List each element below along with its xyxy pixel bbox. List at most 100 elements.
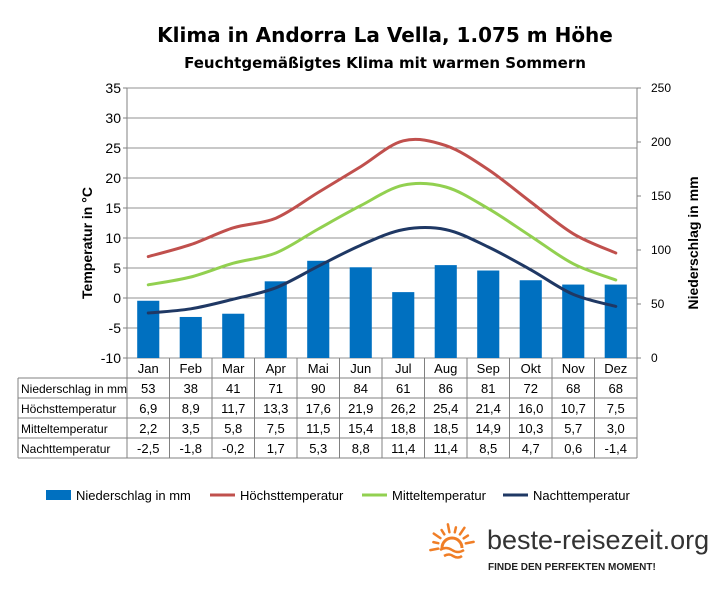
table-cell: 8,9 (182, 401, 200, 416)
table-cell: 26,2 (391, 401, 416, 416)
y-tick-label: 5 (113, 260, 121, 276)
x-tick-label: Jul (395, 361, 412, 376)
table-cell: 41 (226, 381, 240, 396)
axes: 35302520151050-5-10250200150100500Temper… (79, 80, 701, 366)
table-cell: 68 (566, 381, 580, 396)
table-cell: 3,5 (182, 421, 200, 436)
sun-wave (443, 553, 463, 559)
y-axis-label: Temperatur in °C (79, 187, 95, 299)
sun-ray (458, 526, 466, 536)
table-cell: 8,5 (479, 441, 497, 456)
legend-entry: Höchsttemperatur (240, 488, 344, 503)
precipitation-bar (264, 281, 287, 358)
y2-tick-label: 50 (651, 297, 665, 311)
table-cell: 11,4 (391, 441, 415, 456)
table-cell: 4,7 (522, 441, 540, 456)
plot-area-frame (126, 87, 638, 359)
table-cell: 1,7 (267, 441, 285, 456)
y2-tick-label: 250 (651, 81, 671, 95)
x-tick-label: Dez (604, 361, 627, 376)
table-cell: 5,7 (564, 421, 582, 436)
sun-ray (440, 528, 446, 536)
precipitation-bars (137, 260, 627, 358)
temperature-lines (146, 137, 618, 315)
y-tick-label: 20 (105, 170, 121, 186)
x-tick-label: Feb (180, 361, 202, 376)
y-tick-label: -10 (101, 350, 121, 366)
table-cell: 71 (269, 381, 283, 396)
x-tick-label: Apr (266, 361, 287, 376)
table-cell: 7,5 (267, 421, 285, 436)
grid (126, 87, 638, 359)
table-cell: 72 (524, 381, 538, 396)
x-tick-label: Jun (350, 361, 371, 376)
table-row-precipitation-label: Niederschlag in mm (21, 382, 127, 396)
y-tick-label: 10 (105, 230, 121, 246)
table-cell: 6,9 (139, 401, 157, 416)
table-cell: 11,4 (434, 441, 458, 456)
table-cell: 14,9 (476, 421, 501, 436)
table-cell: 8,8 (352, 441, 370, 456)
legend-entry: Nachttemperatur (533, 488, 630, 503)
table-cell: -1,4 (605, 441, 627, 456)
brand-name: beste-reisezeit.org (487, 525, 709, 555)
table-cell: 11,5 (306, 421, 330, 436)
y-tick-label: 30 (105, 110, 121, 126)
table-cell: 84 (354, 381, 368, 396)
sun-ray (464, 540, 475, 545)
table-cell: -1,8 (180, 441, 202, 456)
sun-ray (432, 532, 442, 540)
table-cell: 2,2 (139, 421, 157, 436)
table-cell: 53 (141, 381, 155, 396)
x-tick-label: Jan (138, 361, 159, 376)
precipitation-bar (392, 292, 415, 358)
y-tick-label: 25 (105, 140, 121, 156)
table-cell: 25,4 (433, 401, 458, 416)
precipitation-bar (519, 280, 542, 358)
table-cell: 81 (481, 381, 495, 396)
table-row-night-temp-label: Nachttemperatur (21, 442, 110, 456)
table-cell: 68 (609, 381, 623, 396)
table-cell: 21,4 (476, 401, 501, 416)
x-tick-label: Mar (222, 361, 245, 376)
table-cell: 90 (311, 381, 325, 396)
table-cell: 5,3 (309, 441, 327, 456)
sun-ray (432, 540, 440, 545)
y2-tick-label: 100 (651, 243, 671, 257)
data-table: Jan Feb Mar Apr Mai Jun Jul Aug Sep Okt Nov Dez Nied… (17, 358, 638, 459)
table-cell: -0,2 (222, 441, 244, 456)
x-tick-label: Mai (308, 361, 329, 376)
precipitation-bar (434, 265, 457, 358)
table-row-mean-temp-label: Mitteltemperatur (21, 422, 108, 436)
precipitation-bar (179, 316, 202, 358)
table-cell: 61 (396, 381, 410, 396)
precipitation-bar (307, 260, 330, 358)
y-tick-label: 0 (113, 290, 121, 306)
sun-ray (453, 526, 458, 534)
chart-subtitle: Feuchtgemäßigtes Klima mit warmen Sommer… (184, 54, 586, 72)
x-tick-label: Sep (477, 361, 500, 376)
mean-temperature-line (146, 181, 618, 287)
sun-wave (439, 546, 465, 554)
night-temperature-line (146, 226, 618, 315)
x-tick-label: Okt (521, 361, 542, 376)
legend-entry: Mitteltemperatur (392, 488, 487, 503)
table-cell: 38 (184, 381, 198, 396)
brand-tagline: FINDE DEN PERFEKTEN MOMENT! (488, 562, 656, 573)
table-cell: 18,5 (433, 421, 458, 436)
table-cell: 17,6 (306, 401, 331, 416)
table-cell: 10,7 (561, 401, 586, 416)
sun-ray (429, 547, 440, 552)
table-cell: 7,5 (607, 401, 625, 416)
precipitation-bar (604, 284, 627, 358)
brand-logo: beste-reisezeit.org FINDE DEN PERFEKTEN … (429, 523, 709, 573)
chart-title: Klima in Andorra La Vella, 1.075 m Höhe (157, 23, 613, 47)
table-cell: 21,9 (348, 401, 373, 416)
y2-tick-label: 150 (651, 189, 671, 203)
max-temperature-line (146, 137, 618, 259)
precipitation-bar (222, 313, 245, 358)
precipitation-bar (562, 284, 585, 358)
table-cell: 16,0 (518, 401, 543, 416)
sun-ray (462, 534, 470, 540)
